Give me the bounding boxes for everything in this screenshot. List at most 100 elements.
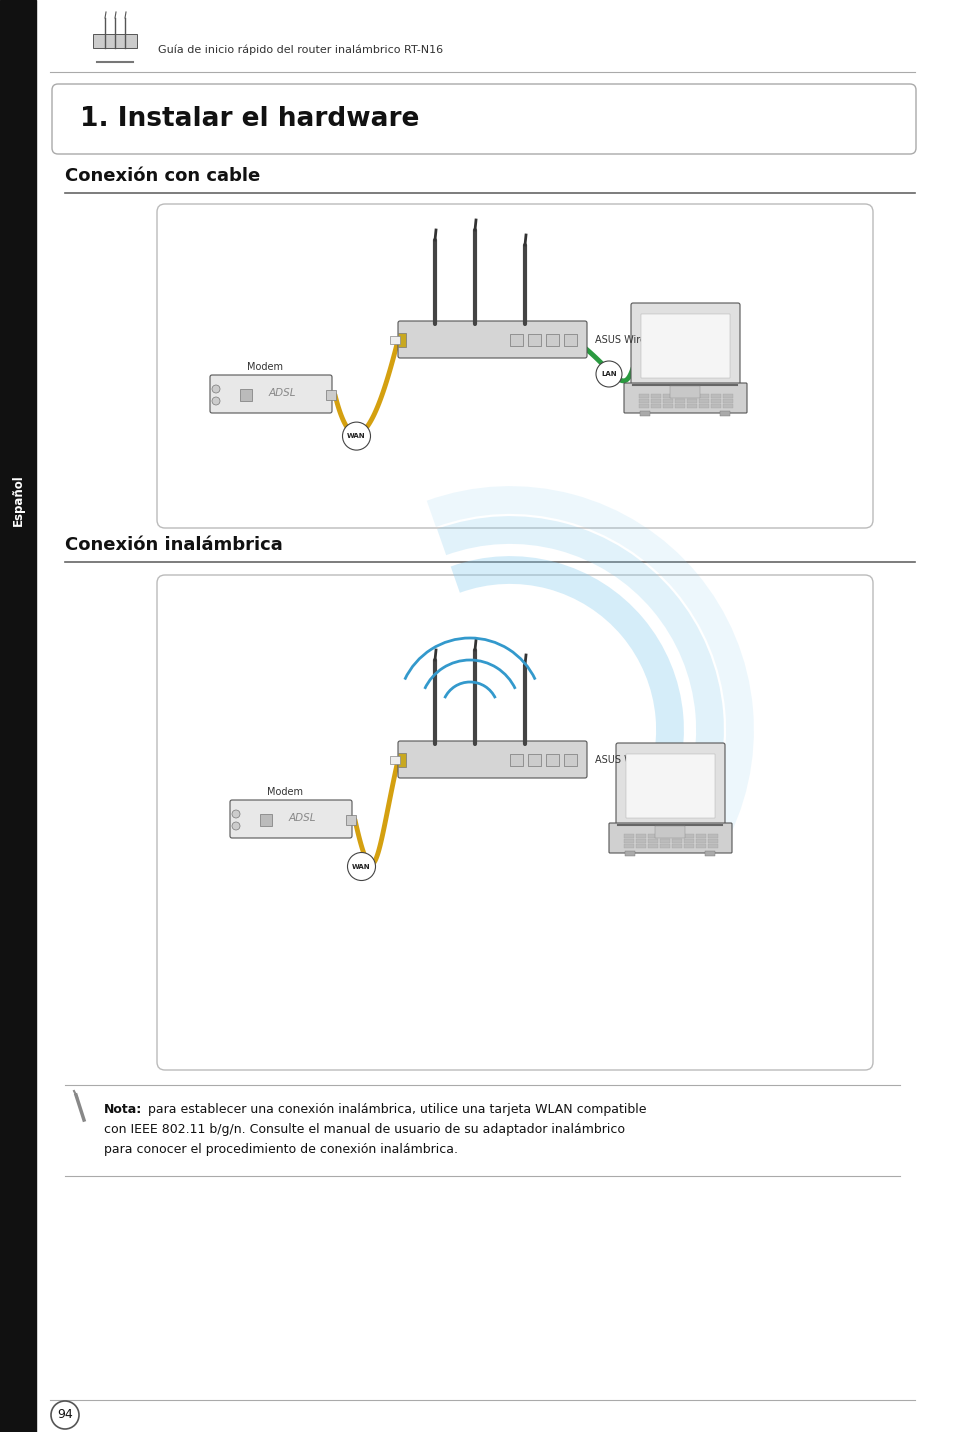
Bar <box>675 394 684 398</box>
Bar <box>662 400 672 402</box>
Text: Conexión inalámbrica: Conexión inalámbrica <box>65 536 282 554</box>
Bar <box>662 394 672 398</box>
Bar <box>639 400 648 402</box>
Bar <box>640 314 729 378</box>
Circle shape <box>232 811 240 818</box>
FancyBboxPatch shape <box>157 203 872 528</box>
Bar <box>710 400 720 402</box>
Bar <box>563 755 577 766</box>
Text: Español: Español <box>11 474 25 526</box>
Bar <box>639 404 648 408</box>
Bar <box>346 815 355 825</box>
FancyBboxPatch shape <box>397 321 586 358</box>
Bar <box>636 843 645 848</box>
Bar <box>397 334 406 347</box>
Bar <box>671 843 681 848</box>
Text: para establecer una conexión inalámbrica, utilice una tarjeta WLAN compatible: para establecer una conexión inalámbrica… <box>144 1103 646 1116</box>
Bar <box>92 34 137 49</box>
Bar <box>686 404 697 408</box>
FancyBboxPatch shape <box>210 375 332 412</box>
Bar <box>639 411 649 417</box>
Bar <box>699 404 708 408</box>
Text: Nota:: Nota: <box>104 1103 142 1116</box>
Bar <box>510 755 522 766</box>
FancyBboxPatch shape <box>616 743 724 828</box>
Text: 94: 94 <box>57 1409 72 1422</box>
Bar <box>260 813 272 826</box>
Bar <box>659 839 669 843</box>
Bar <box>722 400 732 402</box>
Text: WAN: WAN <box>352 863 371 869</box>
Text: WAN: WAN <box>347 432 365 440</box>
Text: ADSL: ADSL <box>288 813 315 823</box>
Bar <box>647 843 658 848</box>
Circle shape <box>212 385 220 392</box>
Bar <box>397 753 406 768</box>
Bar <box>647 833 658 838</box>
Bar <box>707 833 718 838</box>
Circle shape <box>342 422 370 450</box>
Text: ASUS Wireless Router: ASUS Wireless Router <box>595 755 700 765</box>
Bar <box>699 394 708 398</box>
Bar <box>683 833 693 838</box>
Bar <box>390 337 399 344</box>
Text: 1. Instalar el hardware: 1. Instalar el hardware <box>80 106 419 132</box>
Bar <box>696 843 705 848</box>
Bar <box>623 843 634 848</box>
FancyBboxPatch shape <box>230 800 352 838</box>
Bar <box>659 843 669 848</box>
Bar <box>240 390 252 401</box>
Bar <box>527 755 540 766</box>
Bar <box>704 851 714 856</box>
FancyBboxPatch shape <box>630 304 740 387</box>
FancyBboxPatch shape <box>52 84 915 155</box>
Bar <box>707 839 718 843</box>
Bar <box>683 839 693 843</box>
Text: ASUS Wireless Router: ASUS Wireless Router <box>595 335 700 345</box>
Bar <box>563 334 577 347</box>
Text: con IEEE 802.11 b/g/n. Consulte el manual de usuario de su adaptador inalámbrico: con IEEE 802.11 b/g/n. Consulte el manua… <box>104 1123 624 1136</box>
Bar <box>0 0 36 1432</box>
Text: para conocer el procedimiento de conexión inalámbrica.: para conocer el procedimiento de conexió… <box>104 1143 457 1156</box>
Text: ADSL: ADSL <box>268 388 295 398</box>
Bar <box>686 400 697 402</box>
Bar <box>655 826 684 838</box>
Bar <box>639 394 648 398</box>
Bar <box>662 404 672 408</box>
Bar <box>650 400 660 402</box>
Bar <box>683 843 693 848</box>
FancyBboxPatch shape <box>623 382 746 412</box>
Text: Modem: Modem <box>267 788 303 798</box>
Bar <box>647 839 658 843</box>
Bar <box>659 833 669 838</box>
Bar <box>510 334 522 347</box>
Bar <box>696 839 705 843</box>
Bar <box>710 394 720 398</box>
Bar <box>545 334 558 347</box>
Bar <box>671 833 681 838</box>
Bar <box>722 394 732 398</box>
Circle shape <box>232 822 240 831</box>
Bar <box>675 404 684 408</box>
FancyBboxPatch shape <box>608 823 731 853</box>
Text: LAN: LAN <box>600 371 617 377</box>
Text: Conexión con cable: Conexión con cable <box>65 168 260 185</box>
Bar <box>669 387 700 398</box>
Bar <box>720 411 729 417</box>
FancyBboxPatch shape <box>157 576 872 1070</box>
Bar <box>623 833 634 838</box>
Bar <box>527 334 540 347</box>
Circle shape <box>347 852 375 881</box>
Bar <box>636 833 645 838</box>
Bar <box>696 833 705 838</box>
Bar <box>636 839 645 843</box>
Bar <box>650 394 660 398</box>
Bar <box>699 400 708 402</box>
Bar <box>686 394 697 398</box>
Circle shape <box>596 361 621 387</box>
Text: Modem: Modem <box>247 362 283 372</box>
Circle shape <box>212 397 220 405</box>
Bar <box>326 390 335 400</box>
Bar <box>623 839 634 843</box>
Bar <box>545 755 558 766</box>
